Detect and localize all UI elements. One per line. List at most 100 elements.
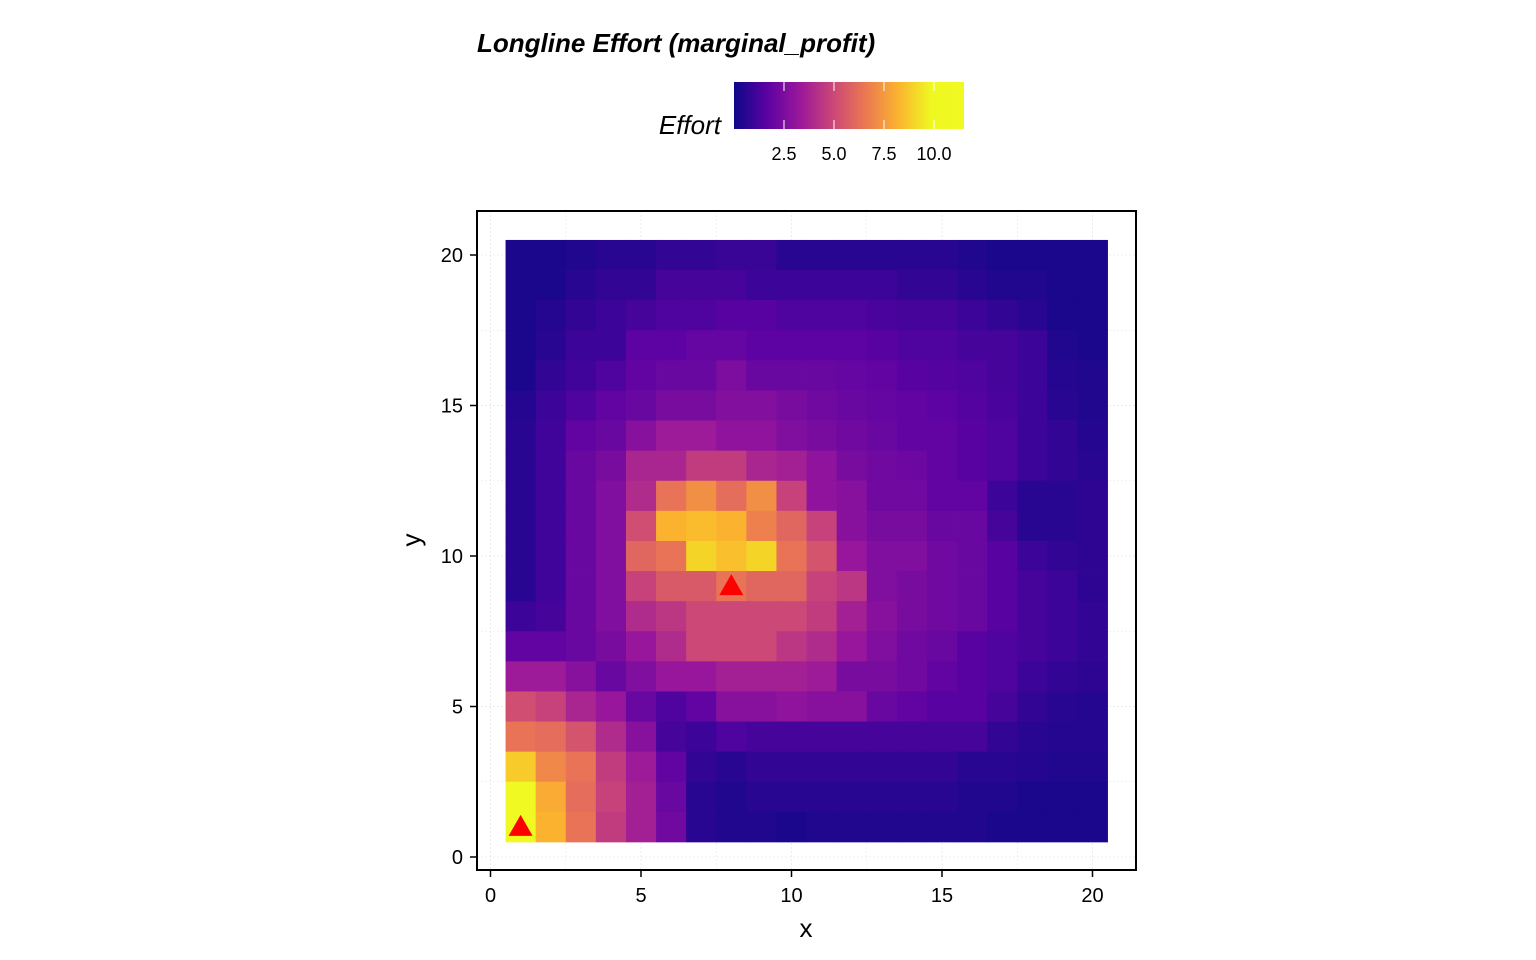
heatmap-cell	[565, 721, 597, 753]
heatmap-cell	[896, 239, 928, 271]
heatmap-cell	[836, 420, 868, 452]
heatmap-cell	[866, 571, 898, 602]
heatmap-cell	[1017, 540, 1048, 572]
heatmap-cell	[565, 571, 597, 602]
heatmap-cell	[535, 661, 567, 692]
heatmap-cell	[746, 540, 777, 572]
heatmap-cell	[716, 811, 747, 843]
heatmap-cell	[1017, 510, 1048, 542]
heatmap-cell	[836, 721, 868, 753]
heatmap-cell	[957, 300, 988, 331]
heatmap-cell	[686, 631, 717, 662]
heatmap-cell	[896, 721, 928, 753]
heatmap-cell	[1077, 721, 1108, 753]
heatmap-cell	[806, 480, 838, 512]
heatmap-cell	[1047, 631, 1078, 662]
heatmap-cell	[1077, 450, 1108, 482]
heatmap-cell	[505, 691, 537, 722]
heatmap-cell	[1077, 360, 1108, 391]
heatmap-cell	[926, 480, 958, 512]
heatmap-cell	[957, 571, 988, 602]
heatmap-cell	[866, 300, 898, 331]
heatmap-cell	[987, 661, 1018, 692]
heatmap-cell	[836, 390, 868, 421]
heatmap-cell	[836, 811, 868, 843]
heatmap-cell	[746, 330, 777, 361]
heatmap-cell	[776, 540, 807, 572]
heatmap-cell	[866, 601, 898, 632]
heatmap-cell	[656, 270, 687, 301]
heatmap-cell	[505, 631, 537, 662]
heatmap-cell	[595, 239, 627, 271]
heatmap-cell	[987, 781, 1018, 813]
heatmap-cell	[595, 390, 627, 421]
heatmap-cell	[806, 510, 838, 542]
heatmap-cell	[1077, 300, 1108, 331]
heatmap-cell	[656, 239, 687, 271]
heatmap-cell	[987, 480, 1018, 512]
heatmap-cell	[625, 661, 657, 692]
heatmap-cell	[716, 480, 747, 512]
heatmap-cell	[1017, 390, 1048, 421]
heatmap-cell	[746, 360, 777, 391]
heatmap-cell	[957, 540, 988, 572]
heatmap-cell	[686, 450, 717, 482]
heatmap-cell	[896, 781, 928, 813]
heatmap-cell	[1077, 781, 1108, 813]
heatmap-cell	[535, 721, 567, 753]
heatmap-cell	[595, 631, 627, 662]
heatmap-cell	[746, 811, 777, 843]
heatmap-cell	[565, 751, 597, 783]
heatmap-cell	[505, 330, 537, 361]
heatmap-cell	[1017, 239, 1048, 271]
x-tick-label: 5	[635, 885, 646, 907]
heatmap-cell	[957, 721, 988, 753]
heatmap-cell	[1047, 330, 1078, 361]
y-axis-label: y	[396, 534, 426, 547]
heatmap-cell	[987, 390, 1018, 421]
heatmap-cell	[1017, 360, 1048, 391]
heatmap-cell	[1077, 691, 1108, 722]
heatmap-cell	[866, 661, 898, 692]
x-tick-label: 10	[780, 885, 802, 907]
heatmap-cell	[535, 631, 567, 662]
heatmap-cell	[656, 601, 687, 632]
heatmap-cell	[866, 360, 898, 391]
heatmap-cell	[926, 300, 958, 331]
heatmap-cell	[866, 510, 898, 542]
heatmap-cell	[957, 270, 988, 301]
heatmap-cell	[1077, 571, 1108, 602]
heatmap-cell	[1017, 601, 1048, 632]
legend-ticks: 2.5 5.0 7.5 10.0	[771, 82, 952, 164]
heatmap-cell	[595, 480, 627, 512]
heatmap-cell	[746, 239, 777, 271]
heatmap-cell	[595, 300, 627, 331]
heatmap-cell	[716, 781, 747, 813]
heatmap-cell	[656, 330, 687, 361]
heatmap-cell	[957, 691, 988, 722]
heatmap-cell	[656, 691, 687, 722]
heatmap-cell	[746, 751, 777, 783]
heatmap-cell	[987, 330, 1018, 361]
heatmap-cell	[957, 330, 988, 361]
heatmap-cell	[957, 781, 988, 813]
heatmap-cell	[776, 781, 807, 813]
heatmap-cell	[957, 811, 988, 843]
y-tick-label: 0	[452, 847, 463, 869]
heatmap-cell	[1047, 661, 1078, 692]
heatmap-cell	[896, 661, 928, 692]
heatmap-cell	[656, 450, 687, 482]
heatmap-cell	[896, 390, 928, 421]
heatmap-cell	[686, 661, 717, 692]
legend-colorbar	[734, 82, 964, 129]
heatmap-cell	[1047, 420, 1078, 452]
heatmap-cell	[686, 480, 717, 512]
heatmap-cell	[686, 239, 717, 271]
heatmap-cell	[535, 781, 567, 813]
heatmap-cell	[535, 510, 567, 542]
heatmap-cell	[806, 420, 838, 452]
heatmap-cell	[896, 631, 928, 662]
heatmap-cell	[716, 390, 747, 421]
heatmap-cell	[535, 691, 567, 722]
heatmap-cell	[957, 360, 988, 391]
